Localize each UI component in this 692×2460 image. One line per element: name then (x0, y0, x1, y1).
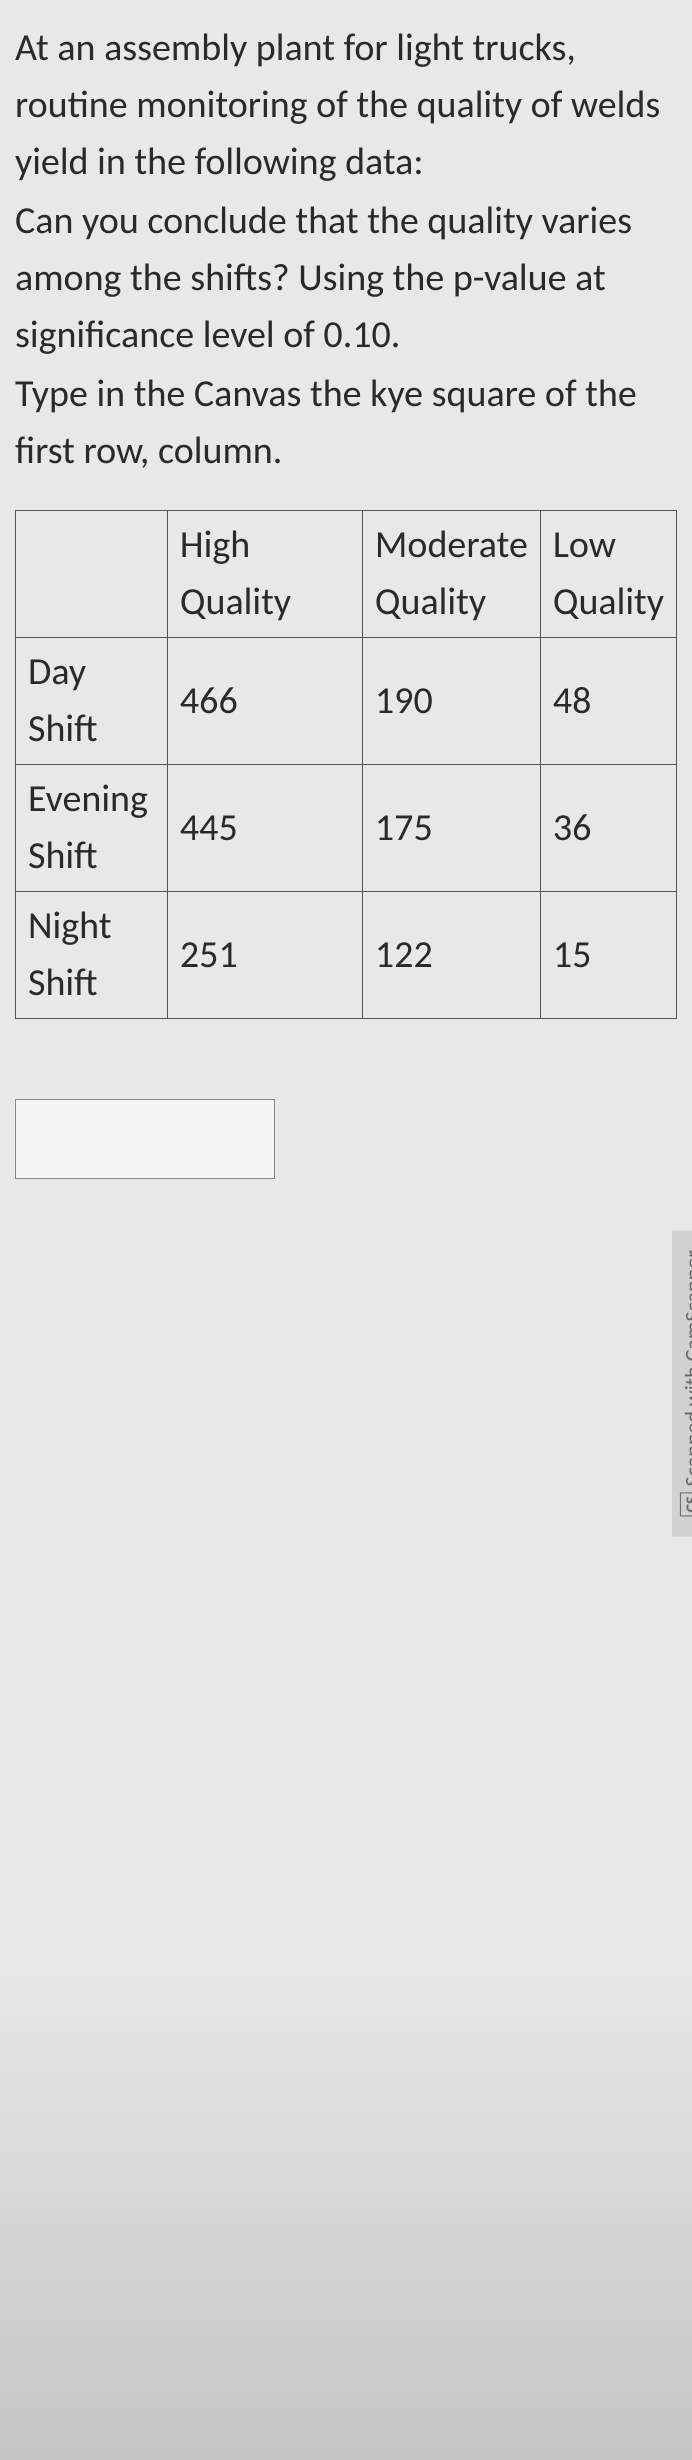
cell-low: 36 (540, 765, 676, 892)
cell-high: 445 (167, 765, 362, 892)
watermark-text: Scanned with CamScanner (676, 1250, 692, 1486)
shadow-gradient (0, 1960, 692, 2460)
data-table: High Quality Moderate Quality Low Qualit… (15, 510, 677, 1019)
cell-moderate: 122 (362, 892, 540, 1019)
question-line-3: Type in the Canvas the kye square of the… (15, 366, 677, 480)
header-high-quality: High Quality (167, 511, 362, 638)
table-row: Night Shift 251 122 15 (16, 892, 677, 1019)
table-row: Evening Shift 445 175 36 (16, 765, 677, 892)
question-line-1: At an assembly plant for light trucks, r… (15, 20, 677, 191)
row-label: Night Shift (16, 892, 168, 1019)
cell-high: 466 (167, 638, 362, 765)
header-moderate-quality: Moderate Quality (362, 511, 540, 638)
cell-high: 251 (167, 892, 362, 1019)
row-label: Day Shift (16, 638, 168, 765)
cell-low: 15 (540, 892, 676, 1019)
cell-low: 48 (540, 638, 676, 765)
table-header-row: High Quality Moderate Quality Low Qualit… (16, 511, 677, 638)
row-label: Evening Shift (16, 765, 168, 892)
question-text: At an assembly plant for light trucks, r… (15, 20, 677, 480)
answer-input-box[interactable] (15, 1099, 275, 1179)
camscanner-watermark: CS Scanned with CamScanner (672, 1230, 692, 1536)
cs-badge-icon: CS (679, 1492, 692, 1516)
table-row: Day Shift 466 190 48 (16, 638, 677, 765)
header-blank (16, 511, 168, 638)
header-low-quality: Low Quality (540, 511, 676, 638)
question-line-2: Can you conclude that the quality varies… (15, 193, 677, 364)
cell-moderate: 175 (362, 765, 540, 892)
cell-moderate: 190 (362, 638, 540, 765)
